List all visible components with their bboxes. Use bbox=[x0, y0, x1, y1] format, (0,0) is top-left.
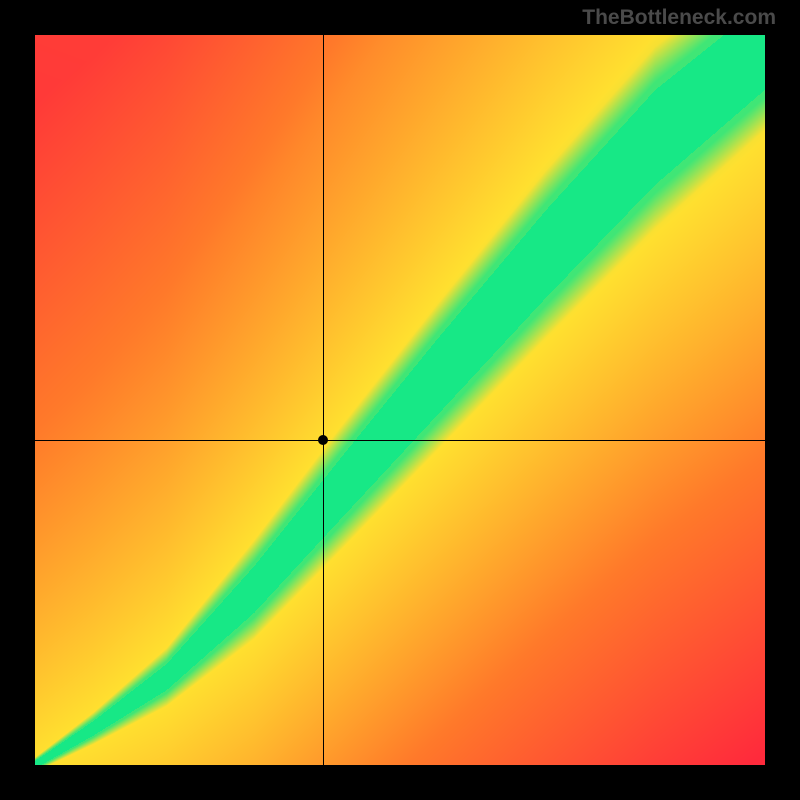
crosshair-vertical bbox=[323, 35, 324, 765]
watermark-text: TheBottleneck.com bbox=[582, 6, 776, 30]
plot-area bbox=[35, 35, 765, 765]
heatmap-canvas bbox=[35, 35, 765, 765]
crosshair-marker bbox=[318, 435, 328, 445]
crosshair-horizontal bbox=[35, 440, 765, 441]
